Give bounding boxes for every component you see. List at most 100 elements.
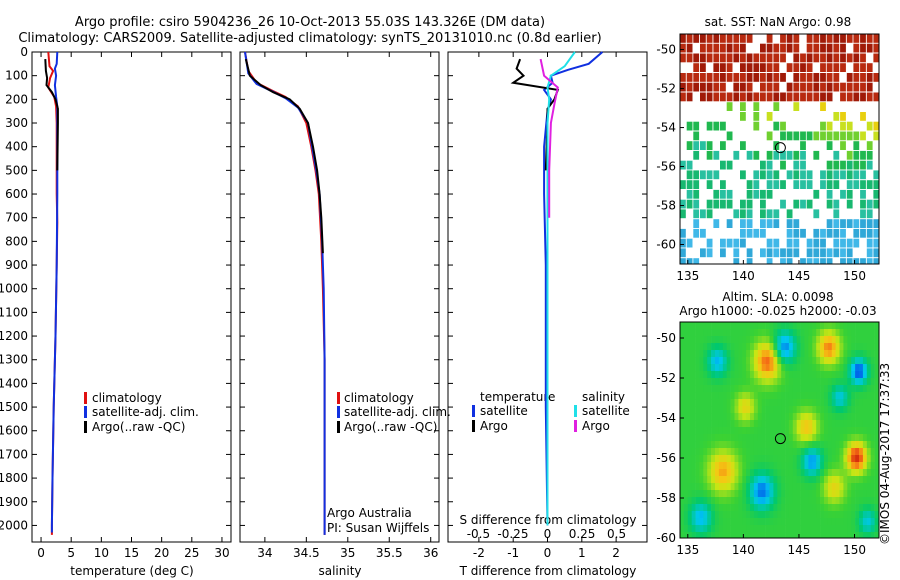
sst-cell bbox=[760, 92, 766, 102]
sla-cell bbox=[683, 406, 689, 414]
sla-cell bbox=[687, 329, 692, 337]
sla-cell bbox=[781, 371, 786, 379]
sla-cell bbox=[746, 329, 751, 337]
sla-cell bbox=[788, 518, 794, 526]
sla-cell bbox=[824, 455, 829, 463]
sla-cell bbox=[831, 406, 836, 414]
sla-cell bbox=[707, 511, 712, 519]
sla-cell bbox=[785, 329, 790, 337]
sla-cell bbox=[742, 497, 747, 505]
sla-cell bbox=[855, 357, 860, 365]
sla-cell bbox=[707, 357, 712, 365]
sla-cell bbox=[804, 525, 809, 533]
sla-cell bbox=[839, 490, 844, 498]
sla-cell bbox=[746, 385, 751, 393]
sla-cell bbox=[851, 455, 856, 463]
sst-cell bbox=[733, 92, 740, 102]
sla-cell bbox=[855, 434, 860, 442]
sst-cell bbox=[853, 228, 860, 238]
sla-cell bbox=[718, 322, 724, 330]
sla-cell bbox=[874, 357, 879, 365]
sla-cell bbox=[847, 462, 852, 470]
sla-cell bbox=[750, 441, 755, 449]
sla-cell bbox=[785, 350, 790, 358]
sla-cell bbox=[695, 385, 700, 393]
sla-cell bbox=[683, 448, 689, 456]
sst-cell bbox=[740, 219, 746, 228]
sla-cell bbox=[773, 511, 778, 519]
sst-cell bbox=[746, 34, 753, 43]
sst-cell bbox=[686, 199, 693, 209]
sla-cell bbox=[718, 413, 724, 421]
sla-cell bbox=[769, 322, 774, 330]
sla-cell bbox=[695, 329, 700, 337]
sla-cell bbox=[715, 378, 720, 386]
sla-cell bbox=[804, 441, 809, 449]
sst-cell bbox=[866, 258, 873, 264]
sst-cell bbox=[866, 219, 873, 228]
sla-cell bbox=[831, 497, 836, 505]
sla-cell bbox=[718, 336, 724, 344]
sla-cell bbox=[730, 329, 735, 337]
sla-cell bbox=[711, 364, 716, 372]
sla-cell bbox=[687, 504, 692, 512]
sla-cell bbox=[746, 525, 751, 533]
sla-cell bbox=[742, 434, 747, 442]
sla-cell bbox=[796, 441, 801, 449]
sla-cell bbox=[699, 406, 704, 414]
sla-cell bbox=[734, 441, 739, 449]
sst-cell bbox=[813, 238, 820, 248]
sla-cell bbox=[773, 490, 778, 498]
sst-cell bbox=[753, 92, 760, 102]
legend-label-climatology: climatology bbox=[344, 391, 414, 405]
y-tick-label: 1000 bbox=[0, 282, 28, 296]
sst-cell bbox=[853, 160, 860, 170]
sst-cell bbox=[833, 228, 840, 238]
sst-cell bbox=[726, 238, 733, 248]
sla-cell bbox=[808, 483, 813, 491]
sla-cell bbox=[812, 322, 817, 330]
sst-map-axes: 135 140 145 150-50-52-54-56-58-60 bbox=[656, 43, 866, 283]
sla-cell bbox=[788, 329, 794, 337]
map-x-tick-label: 145 bbox=[788, 543, 811, 557]
sst-cell bbox=[873, 43, 879, 53]
sla-map-subtitle: Argo h1000: -0.025 h2000: -0.03 bbox=[679, 304, 876, 318]
sla-cell bbox=[757, 364, 762, 372]
sla-cell bbox=[785, 497, 790, 505]
sla-cell bbox=[874, 434, 879, 442]
sla-cell bbox=[874, 371, 879, 379]
y-tick-label: 1200 bbox=[0, 329, 28, 343]
sst-cell bbox=[800, 92, 806, 102]
y-tick-label: 1100 bbox=[0, 305, 28, 319]
sla-cell bbox=[847, 483, 852, 491]
sla-cell bbox=[816, 427, 821, 435]
sla-cell bbox=[738, 427, 743, 435]
sla-cell bbox=[769, 525, 774, 533]
sla-cell bbox=[711, 350, 716, 358]
map-y-tick-label: -58 bbox=[656, 199, 676, 213]
sla-cell bbox=[835, 455, 840, 463]
sst-cell bbox=[726, 73, 733, 82]
sla-cell bbox=[824, 497, 829, 505]
sla-cell bbox=[874, 385, 879, 393]
sla-cell bbox=[715, 420, 720, 428]
sla-cell bbox=[866, 364, 871, 372]
sla-cell bbox=[695, 350, 700, 358]
sla-cell bbox=[827, 413, 833, 421]
sla-cell bbox=[753, 371, 759, 379]
sla-cell bbox=[769, 420, 774, 428]
sla-cell bbox=[738, 322, 743, 330]
sla-cell bbox=[874, 427, 879, 435]
sst-cell bbox=[860, 219, 866, 228]
sla-cell bbox=[781, 497, 786, 505]
sla-cell bbox=[777, 322, 782, 330]
sla-cell bbox=[804, 504, 809, 512]
sla-cell bbox=[734, 392, 739, 400]
sst-cell bbox=[686, 170, 693, 180]
sla-cell bbox=[862, 455, 868, 463]
sla-cell bbox=[866, 490, 871, 498]
sla-cell bbox=[703, 497, 708, 505]
sla-cell bbox=[750, 511, 755, 519]
sla-cell bbox=[862, 518, 868, 526]
sla-cell bbox=[757, 343, 762, 351]
